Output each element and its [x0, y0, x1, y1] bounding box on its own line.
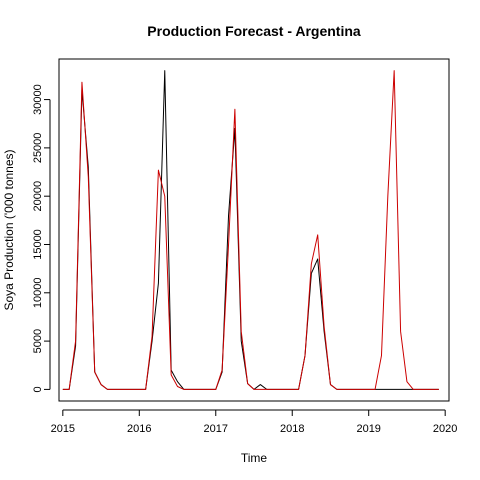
y-axis-label: Soya Production ('000 tonnes): [2, 149, 16, 310]
y-tick-label: 5000: [32, 329, 44, 353]
series-line-2: [63, 71, 439, 390]
chart-title: Production Forecast - Argentina: [147, 23, 361, 39]
x-tick-label: 2017: [204, 423, 228, 435]
plot-frame: [59, 59, 449, 401]
y-tick-label: 20000: [32, 181, 44, 212]
y-tick-label: 15000: [32, 229, 44, 260]
y-tick-label: 10000: [32, 277, 44, 308]
y-axis: 0 5000 10000 15000 20000 25000 30000: [32, 84, 50, 392]
series-layer: [63, 71, 439, 390]
x-tick-label: 2015: [51, 423, 75, 435]
x-tick-label: 2018: [280, 423, 304, 435]
x-tick-label: 2020: [433, 423, 457, 435]
y-tick-label: 0: [32, 386, 44, 392]
x-axis: 2015 2016 2017 2018 2019 2020: [51, 410, 458, 435]
x-axis-label: Time: [241, 451, 268, 465]
x-tick-label: 2019: [356, 423, 380, 435]
y-tick-label: 30000: [32, 84, 44, 115]
x-tick-label: 2016: [127, 423, 151, 435]
y-tick-label: 25000: [32, 133, 44, 164]
